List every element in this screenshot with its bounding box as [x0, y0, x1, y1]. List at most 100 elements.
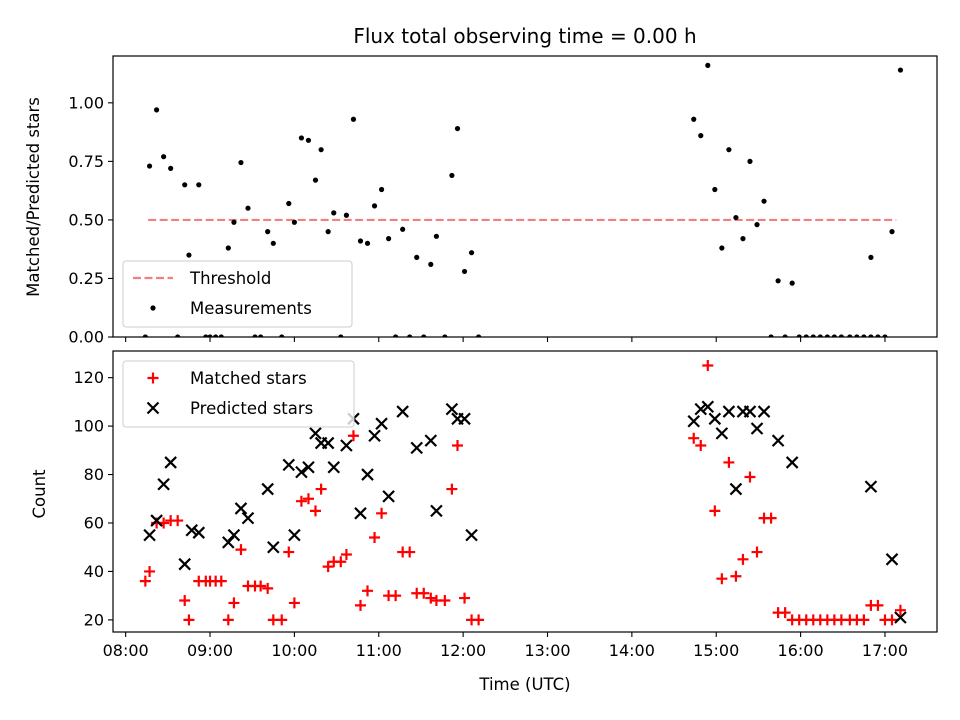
predicted-stars-point — [864, 480, 878, 493]
measurements-point — [231, 219, 237, 225]
plot-area-1 — [139, 360, 907, 626]
measurements-point — [182, 182, 188, 188]
measurements-point — [331, 210, 337, 216]
measurements-point — [875, 334, 881, 337]
matched-stars-point — [139, 575, 151, 587]
x-tick-label: 14:00 — [609, 641, 655, 660]
legend-swatch-predicted-stars — [146, 401, 160, 415]
measurements-point — [161, 154, 167, 160]
predicted-stars-point — [424, 434, 438, 447]
matched-stars-point — [858, 614, 870, 626]
predicted-stars-point — [234, 502, 248, 515]
legend-box — [122, 260, 353, 328]
predicted-stars-point — [227, 528, 241, 542]
x-tick-label: 15:00 — [693, 641, 739, 660]
y-tick-label: 120 — [73, 368, 104, 387]
chart-title: Flux total observing time = 0.00 h — [353, 24, 696, 48]
measurements-point — [712, 186, 718, 193]
legend-1: Matched stars Predicted stars — [122, 360, 355, 428]
predicted-stars-point — [894, 611, 907, 624]
predicted-stars-point — [771, 434, 785, 447]
predicted-stars-point — [410, 441, 424, 455]
measurements-point — [393, 334, 399, 337]
measurements-point — [175, 334, 181, 337]
matched-stars-point — [737, 553, 749, 565]
measurements-point — [252, 334, 258, 337]
matched-stars-point — [288, 597, 300, 609]
predicted-stars-point — [164, 456, 177, 469]
legend-box — [122, 360, 355, 428]
measurements-point — [454, 125, 461, 132]
matched-stars-point — [347, 430, 359, 442]
legend-label-predicted-stars: Predicted stars — [190, 399, 313, 418]
predicted-stars-point — [143, 528, 156, 542]
predicted-stars-point — [241, 511, 255, 525]
matched-stars-point — [228, 597, 240, 609]
measurements-point — [475, 334, 482, 337]
y-tick-label: 40 — [84, 562, 104, 581]
x-tick-label: 08:00 — [103, 641, 149, 660]
measurements-point — [225, 245, 231, 251]
matched-stars-point — [872, 599, 884, 611]
measurements-point — [847, 334, 853, 337]
predicted-stars-point — [701, 400, 715, 413]
plot-frame-0 — [112, 55, 938, 338]
predicted-stars-point — [396, 405, 409, 418]
matched-stars-point — [894, 604, 906, 616]
measurements-point — [338, 334, 344, 337]
measurements-point — [733, 214, 739, 221]
matched-stars-point — [340, 548, 352, 560]
measurements-point — [747, 158, 753, 164]
predicted-stars-point — [715, 427, 729, 440]
measurements-point — [782, 334, 788, 337]
measurements-point — [698, 133, 704, 139]
measurements-point — [882, 334, 888, 337]
measurements-point — [433, 233, 440, 239]
predicted-stars-point — [178, 557, 191, 571]
matched-stars-point — [362, 585, 374, 597]
matched-stars-point — [765, 512, 777, 524]
measurements-point — [270, 240, 276, 246]
measurements-point — [468, 250, 475, 256]
legend-label-measurements: Measurements — [190, 299, 312, 318]
matched-stars-point — [322, 561, 334, 573]
predicted-stars-point — [430, 504, 443, 518]
measurements-point — [775, 278, 781, 284]
predicted-stars-point — [150, 514, 163, 527]
predicted-stars-point — [340, 439, 353, 452]
measurements-point — [325, 229, 331, 235]
y-tick-label: 0.00 — [68, 328, 104, 347]
measurements-point — [838, 334, 844, 337]
measurements-point — [889, 229, 895, 235]
measurements-point — [343, 212, 350, 218]
measurements-point — [371, 203, 378, 209]
legend-label-matched-stars: Matched stars — [190, 369, 307, 388]
measurements-point — [428, 261, 434, 268]
y-tick-label: 1.00 — [68, 93, 104, 112]
measurements-point — [153, 107, 160, 113]
measurements-point — [442, 334, 448, 337]
legend-swatch-measurements — [150, 305, 156, 311]
matched-stars-point — [744, 471, 756, 483]
matched-stars-point — [283, 546, 295, 558]
predicted-stars-point — [687, 414, 701, 428]
matched-stars-point — [255, 580, 267, 592]
predicted-stars-point — [694, 402, 708, 416]
predicted-stars-point — [382, 490, 395, 503]
measurements-point — [186, 252, 192, 258]
matched-stars-point — [335, 556, 347, 568]
matched-stars-point — [886, 614, 898, 626]
measurements-point — [868, 254, 874, 260]
x-tick-label: 10:00 — [271, 641, 317, 660]
matched-stars-point — [425, 592, 437, 604]
measurements-point — [740, 236, 746, 242]
matched-stars-point — [709, 505, 721, 517]
x-tick-label: 17:00 — [862, 641, 908, 660]
matched-stars-point — [473, 614, 485, 626]
measurements-point — [810, 334, 816, 337]
matched-stars-point — [751, 546, 763, 558]
measurements-point — [207, 334, 213, 337]
matched-stars-point — [418, 587, 430, 599]
predicted-stars-point — [192, 526, 206, 539]
